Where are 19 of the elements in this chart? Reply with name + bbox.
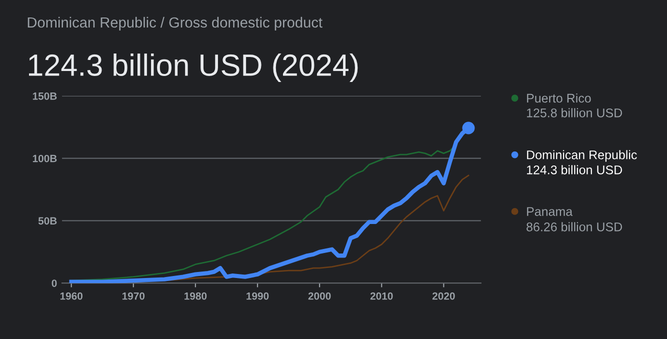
- y-tick-label: 150B: [32, 92, 57, 100]
- x-tick-label: 2010: [370, 292, 393, 300]
- legend-label: Puerto Rico: [527, 93, 591, 103]
- x-tick-label: 1970: [122, 292, 145, 300]
- x-tick-label: 1980: [184, 292, 207, 300]
- text: 125.8 billion USD: [526, 108, 622, 118]
- x-tick-label: 1990: [246, 292, 269, 300]
- chart-title: 124.3 billion USD (2024): [29, 54, 358, 82]
- y-tick-label: 0: [52, 280, 57, 287]
- text: 124.3 billion USD: [526, 165, 622, 174]
- legend-label: Dominican Republic: [527, 150, 637, 162]
- x-tick-label: 2020: [432, 292, 455, 300]
- y-tick-label: 100B: [32, 154, 57, 162]
- chart-subtitle: Dominican Republic / Gross domestic product: [28, 16, 322, 31]
- y-tick-label: 50B: [38, 217, 57, 225]
- legend-label: Panama: [527, 207, 573, 216]
- x-tick-label: 2000: [308, 292, 331, 300]
- x-tick-label: 1960: [60, 292, 82, 300]
- text: 86.26 billion USD: [526, 222, 622, 232]
